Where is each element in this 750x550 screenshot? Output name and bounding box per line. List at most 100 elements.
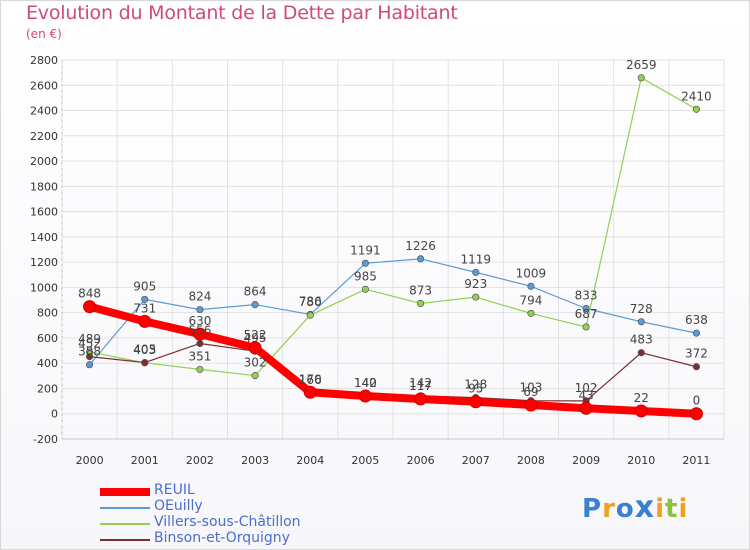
chart-subtitle: (en €)	[26, 27, 62, 41]
y-tick-label: 600	[37, 332, 58, 345]
data-point	[251, 301, 259, 309]
data-label: 170	[299, 372, 322, 386]
data-point	[361, 285, 369, 293]
data-point	[637, 349, 645, 357]
series-line	[88, 77, 698, 377]
data-point	[637, 318, 645, 326]
data-point	[579, 401, 593, 415]
data-label: 142	[354, 376, 377, 390]
x-tick-label: 2008	[517, 454, 545, 467]
data-label: 638	[685, 313, 708, 327]
y-tick-label: 1400	[30, 231, 58, 244]
data-label: 495	[244, 331, 267, 345]
data-point	[637, 74, 645, 82]
data-point	[193, 327, 207, 341]
chart-title: Evolution du Montant de la Dette par Hab…	[26, 2, 458, 24]
data-label: 923	[464, 277, 487, 291]
data-label: 556	[188, 323, 211, 337]
data-point	[86, 361, 94, 369]
y-tick-label: 1600	[30, 206, 58, 219]
data-point	[472, 268, 480, 276]
data-label: 905	[133, 279, 156, 293]
data-label: 1191	[350, 243, 381, 257]
y-tick-label: 200	[37, 382, 58, 395]
legend-label: REUIL	[154, 482, 195, 498]
data-label: 452	[78, 337, 101, 351]
data-point	[527, 309, 535, 317]
axes: -200020040060080010001200140016001800200…	[30, 54, 724, 467]
data-point	[141, 295, 149, 303]
data-label: 2659	[626, 58, 657, 72]
data-point	[417, 255, 425, 263]
grid	[61, 59, 725, 440]
data-label: 1226	[405, 239, 436, 253]
legend-swatch	[100, 507, 150, 509]
y-tick-label: 400	[37, 357, 58, 370]
y-tick-label: 2600	[30, 79, 58, 92]
data-label: 103	[519, 381, 542, 395]
data-label: 873	[409, 283, 432, 297]
data-point	[692, 363, 700, 371]
data-point	[196, 339, 204, 348]
data-label: 848	[78, 287, 101, 301]
legend-swatch	[100, 539, 150, 541]
y-tick-label: 2200	[30, 130, 58, 143]
series-line	[88, 258, 698, 366]
data-label: 302	[244, 356, 267, 370]
data-label: 43	[578, 388, 593, 402]
series-line	[85, 302, 701, 418]
data-label: 864	[244, 285, 267, 299]
x-tick-label: 2011	[682, 454, 710, 467]
data-label: 166	[299, 373, 322, 387]
y-tick-label: 2000	[30, 155, 58, 168]
x-tick-label: 2002	[186, 454, 214, 467]
data-label: 483	[630, 333, 653, 347]
x-tick-label: 2006	[407, 454, 435, 467]
data-point	[527, 282, 535, 290]
data-point	[248, 341, 262, 355]
data-label: 372	[685, 347, 708, 361]
data-point	[417, 299, 425, 307]
legend-swatch	[100, 488, 150, 496]
data-label: 1009	[516, 266, 547, 280]
data-label: 403	[133, 343, 156, 357]
data-label: 489	[78, 332, 101, 346]
data-label: 780	[299, 295, 322, 309]
x-tick-label: 2003	[241, 454, 269, 467]
data-point	[196, 306, 204, 314]
x-tick-label: 2009	[572, 454, 600, 467]
y-tick-label: -200	[33, 433, 58, 446]
x-tick-label: 2000	[76, 454, 104, 467]
data-label: 1119	[460, 252, 491, 266]
data-label: 142	[409, 376, 432, 390]
data-point	[83, 300, 97, 314]
data-label: 728	[630, 302, 653, 316]
proxiti-logo: Proxiti	[582, 490, 689, 525]
data-label: 985	[354, 269, 377, 283]
y-tick-label: 2400	[30, 105, 58, 118]
data-point	[472, 293, 480, 301]
legend-label: Binson-et-Orquigny	[154, 530, 290, 546]
data-point	[86, 353, 94, 361]
data-label: 117	[409, 379, 432, 393]
data-point	[582, 323, 590, 331]
data-point	[692, 329, 700, 337]
data-point	[303, 385, 317, 399]
data-label: 786	[299, 294, 322, 308]
data-point	[251, 372, 259, 380]
data-point	[469, 395, 483, 409]
data-label: 69	[523, 385, 538, 399]
y-tick-label: 1800	[30, 180, 58, 193]
data-label: 630	[188, 314, 211, 328]
data-point	[141, 359, 149, 367]
series	[83, 74, 703, 421]
data-label: 687	[575, 307, 598, 321]
data-labels: 388 905 824 864 786 1191 1226 1119 1009 833 728 638…	[78, 58, 712, 408]
data-label: 351	[188, 349, 211, 363]
data-point	[524, 398, 538, 412]
data-label: 794	[519, 293, 542, 307]
data-point	[689, 407, 703, 421]
data-label: 824	[188, 290, 211, 304]
data-point	[358, 389, 372, 403]
